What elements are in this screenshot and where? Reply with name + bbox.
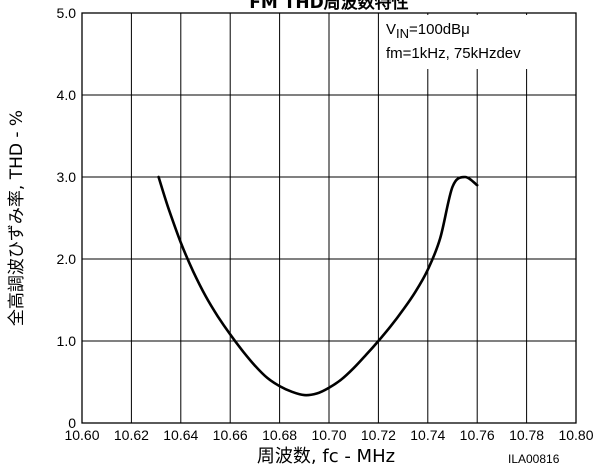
vin-v: V bbox=[386, 21, 396, 38]
x-tick-label: 10.78 bbox=[509, 427, 544, 443]
annotation-line-1: VIN=100dBμ bbox=[386, 21, 470, 41]
x-tick-label: 10.66 bbox=[213, 427, 248, 443]
x-tick-label: 10.70 bbox=[311, 427, 346, 443]
x-tick-label: 10.60 bbox=[64, 427, 99, 443]
y-tick-label: 5.0 bbox=[57, 5, 77, 21]
x-tick-label: 10.64 bbox=[163, 427, 198, 443]
thd-curve bbox=[157, 175, 479, 397]
y-tick-label: 0 bbox=[68, 415, 76, 431]
gridlines bbox=[81, 12, 577, 424]
y-tick-label: 2.0 bbox=[57, 251, 77, 267]
x-tick-label: 10.74 bbox=[410, 427, 445, 443]
annotation-line-2: fm=1kHz, 75kHzdev bbox=[386, 45, 521, 62]
x-axis-label: 周波数, fc - MHz bbox=[257, 446, 395, 467]
x-tick-label: 10.72 bbox=[361, 427, 396, 443]
condition-annotation: VIN=100dBμ fm=1kHz, 75kHzdev bbox=[384, 15, 574, 69]
x-tick-labels: 10.60 10.62 10.64 10.66 10.68 10.70 10.72 10.74… bbox=[64, 427, 593, 443]
x-tick-label: 10.80 bbox=[558, 427, 593, 443]
x-tick-label: 10.68 bbox=[262, 427, 297, 443]
x-tick-label: 10.76 bbox=[460, 427, 495, 443]
y-tick-labels: 0 1.0 2.0 3.0 4.0 5.0 bbox=[57, 5, 77, 431]
annotation-background bbox=[384, 15, 574, 69]
figure-code: ILA00816 bbox=[508, 452, 560, 466]
vin-subscript: IN bbox=[396, 26, 409, 41]
x-tick-label: 10.62 bbox=[114, 427, 149, 443]
y-tick-label: 3.0 bbox=[57, 169, 77, 185]
vin-value: =100dBμ bbox=[409, 21, 470, 38]
plot-frame bbox=[81, 12, 577, 424]
y-tick-label: 4.0 bbox=[57, 87, 77, 103]
y-tick-label: 1.0 bbox=[57, 333, 77, 349]
chart-title: FM THD周波数特性 bbox=[249, 0, 408, 13]
y-axis-label: 全高調波ひずみ率, THD - % bbox=[7, 110, 27, 326]
